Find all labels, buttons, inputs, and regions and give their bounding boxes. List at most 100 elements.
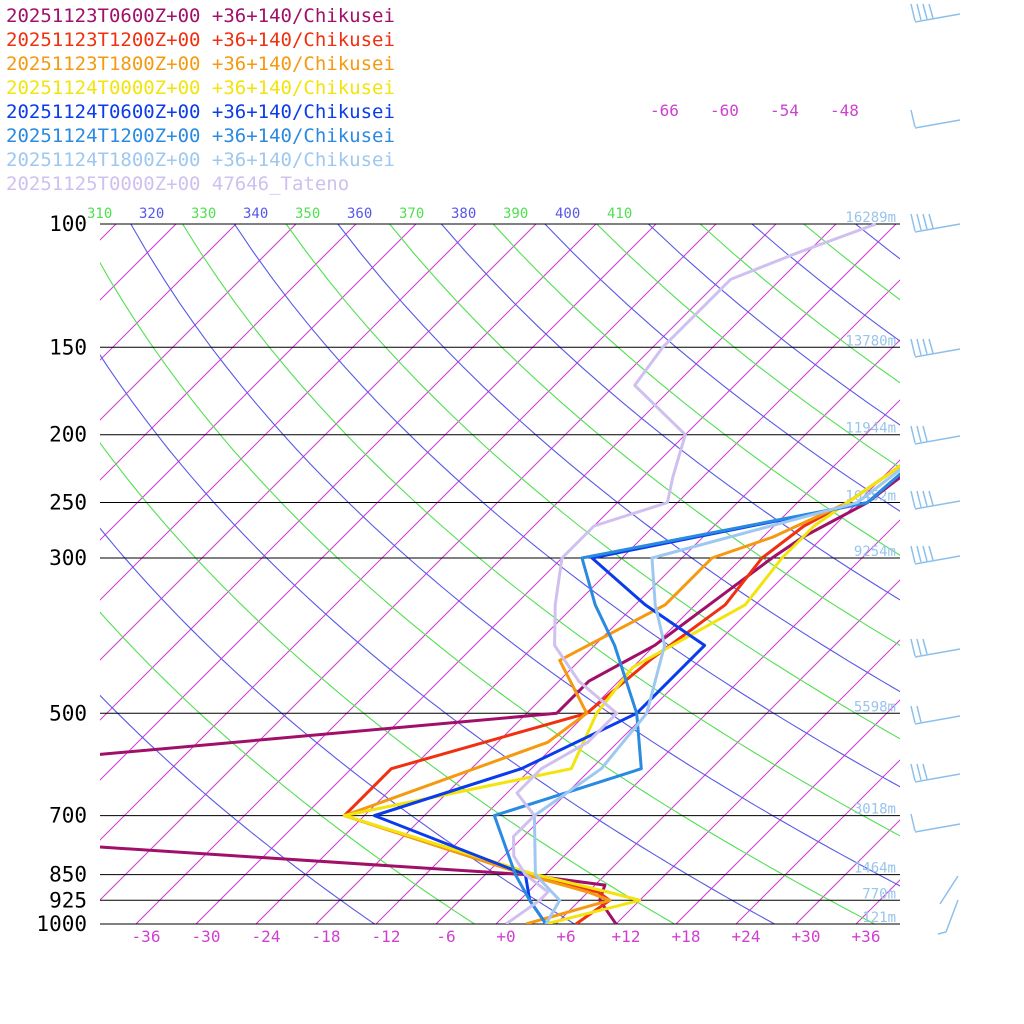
wind-barb xyxy=(910,638,961,658)
legend-entry-8: 20251125T0000Z+00 47646_Tateno xyxy=(6,173,349,195)
temp-tick-label: -6 xyxy=(436,927,455,946)
wind-barb xyxy=(910,213,961,233)
wind-barb xyxy=(910,705,961,725)
theta-label: 310 xyxy=(87,206,112,222)
isotherm-line xyxy=(100,224,537,661)
height-label-200: 11944m xyxy=(845,421,896,437)
isotherm-line xyxy=(100,224,657,781)
upper-isotherm-label: -60 xyxy=(710,101,739,120)
isotherm-line xyxy=(495,519,900,924)
pressure-label-850: 850 xyxy=(49,863,87,887)
adiabat-line xyxy=(440,224,900,601)
pressure-label-200: 200 xyxy=(49,423,87,447)
isotherm-line xyxy=(195,224,897,924)
height-label-150: 13780m xyxy=(845,333,896,349)
wind-barbs xyxy=(910,3,961,935)
adiabat-line xyxy=(907,224,1024,924)
height-label-500: 5598m xyxy=(854,699,896,715)
isotherm-line xyxy=(855,879,900,924)
legend-entry-1: 20251123T0600Z+00 +36+140/Chikusei xyxy=(6,5,395,27)
profile-line-4 xyxy=(342,464,900,924)
upper-isotherm-label: -54 xyxy=(770,101,799,120)
height-label-300: 9254m xyxy=(854,544,896,560)
theta-label: 390 xyxy=(503,206,528,222)
upper-isotherm-label: -48 xyxy=(830,101,859,120)
isotherm-line xyxy=(615,639,900,924)
adiabat-line xyxy=(751,224,900,342)
isotherm-line xyxy=(100,224,297,421)
profile-line-6 xyxy=(492,472,900,924)
adiabat-line xyxy=(544,224,900,512)
temp-tick-label: -18 xyxy=(312,927,341,946)
pressure-label-1000: 1000 xyxy=(36,912,87,936)
theta-labels: 310 320 330 340 350 360 370 380 390 400 410 xyxy=(87,206,632,222)
theta-label: 340 xyxy=(243,206,268,222)
legend-entry-5: 20251124T0600Z+00 +36+140/Chikusei xyxy=(6,101,395,123)
upper-isotherm-label: -66 xyxy=(650,101,679,120)
wind-barb xyxy=(937,875,959,935)
wind-barb xyxy=(910,338,961,358)
temp-tick-label: +30 xyxy=(792,927,821,946)
theta-label: 370 xyxy=(399,206,424,222)
profile-traces xyxy=(100,222,900,924)
height-label-1000: 121m xyxy=(862,910,896,926)
height-label-925: 770m xyxy=(862,886,896,902)
adiabat-line xyxy=(855,224,900,260)
isotherm-line xyxy=(100,224,477,601)
adiabat-line xyxy=(182,224,900,837)
pressure-label-100: 100 xyxy=(49,212,87,236)
legend-background xyxy=(0,0,500,200)
isotherm-line xyxy=(100,224,417,541)
legend-entry-6: 20251124T1200Z+00 +36+140/Chikusei xyxy=(6,125,395,147)
isotherm-line xyxy=(100,224,177,301)
height-label-850: 1464m xyxy=(854,861,896,877)
wind-barb xyxy=(910,3,961,23)
theta-label: 320 xyxy=(139,206,164,222)
wind-barb xyxy=(910,763,961,783)
isotherm-line xyxy=(795,819,900,924)
temp-tick-label: +24 xyxy=(732,927,761,946)
isotherm-line xyxy=(675,699,900,924)
legend: 20251123T0600Z+00 +36+140/Chikusei202511… xyxy=(0,0,500,200)
isotherm-line xyxy=(100,224,237,361)
legend-entry-7: 20251124T1800Z+00 +36+140/Chikusei xyxy=(6,149,395,171)
adiabat-line xyxy=(492,224,900,556)
temp-tick-label: -24 xyxy=(252,927,281,946)
isotherm-line xyxy=(735,759,900,924)
isotherm-line xyxy=(555,579,900,924)
isotherm-line xyxy=(100,224,357,481)
wind-barb xyxy=(910,425,961,445)
temp-tick-label: -36 xyxy=(132,927,161,946)
adiabat-line xyxy=(100,442,675,924)
pressure-label-250: 250 xyxy=(49,491,87,515)
temp-tick-label: +12 xyxy=(612,927,641,946)
theta-label: 330 xyxy=(191,206,216,222)
temp-tick-label: +18 xyxy=(672,927,701,946)
wind-barb xyxy=(910,109,961,129)
profile-line-3 xyxy=(342,464,900,924)
temperature-axis: -36 -30 -24 -18 -12 -6 +0 +6 +12 +18 +24 +30 +36 xyxy=(132,927,881,946)
isotherm-line xyxy=(255,279,900,924)
temp-tick-label: +0 xyxy=(496,927,515,946)
temp-tick-label: +36 xyxy=(852,927,881,946)
profile-line-2 xyxy=(342,464,900,924)
adiabat-line xyxy=(803,224,900,301)
wind-barb xyxy=(910,813,961,833)
upper-isotherm-labels: -66 -60 -54 -48 xyxy=(650,101,859,120)
profile-line-8 xyxy=(505,222,877,924)
temp-tick-label: -30 xyxy=(192,927,221,946)
adiabat-line xyxy=(130,224,900,887)
legend-entry-2: 20251123T1200Z+00 +36+140/Chikusei xyxy=(6,29,395,51)
pressure-label-150: 150 xyxy=(49,335,87,359)
background-grid xyxy=(100,224,1024,924)
temp-tick-label: -12 xyxy=(372,927,401,946)
height-label-100: 16289m xyxy=(845,210,896,226)
isotherm-line xyxy=(315,339,900,924)
temp-tick-label: +6 xyxy=(556,927,575,946)
profile-line-7 xyxy=(532,467,900,924)
pressure-label-300: 300 xyxy=(49,546,87,570)
isotherm-line xyxy=(435,459,900,924)
theta-label: 400 xyxy=(555,206,580,222)
